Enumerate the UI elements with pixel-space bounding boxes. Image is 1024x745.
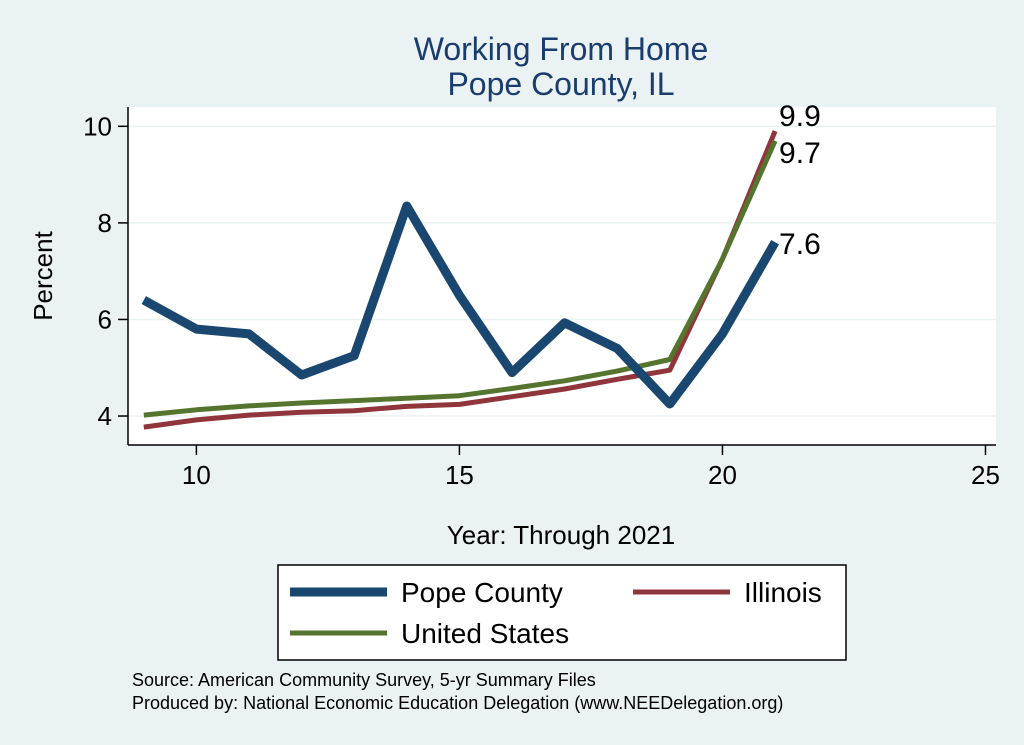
series-line-pope-county — [141, 201, 780, 409]
x-tick-label-10: 10 — [182, 460, 211, 490]
y-tick-label-8: 8 — [98, 208, 112, 238]
legend-label-illinois: Illinois — [744, 577, 822, 608]
legend-box — [277, 564, 847, 661]
x-tick-label-20: 20 — [708, 460, 737, 490]
y-axis-label: Percent — [28, 230, 58, 320]
chart-title-line-2: Pope County, IL — [447, 66, 674, 102]
legend-label-pope-county: Pope County — [401, 577, 563, 608]
chart-title-line-1: Working From Home — [414, 31, 709, 67]
produced-by-note: Produced by: National Economic Education… — [132, 693, 783, 713]
gridlines — [128, 125, 996, 417]
plot-area — [128, 107, 996, 445]
series-line-illinois — [143, 130, 778, 430]
end-label-illinois: 9.9 — [779, 100, 821, 133]
y-tick-label-4: 4 — [98, 401, 112, 431]
y-tick-label-6: 6 — [98, 304, 112, 334]
x-axis-ticks: 10 15 20 25 — [182, 445, 1000, 490]
source-note: Source: American Community Survey, 5-yr … — [132, 670, 596, 690]
end-label-pope-county: 7.6 — [779, 228, 821, 261]
series-line-united-states — [143, 139, 778, 418]
x-tick-label-15: 15 — [445, 460, 474, 490]
end-label-united-states: 9.7 — [779, 137, 821, 170]
legend-label-united-states: United States — [401, 618, 569, 649]
legend: Pope County Illinois United States — [277, 564, 847, 661]
series-lines — [141, 130, 780, 430]
x-axis-label: Year: Through 2021 — [447, 520, 675, 550]
x-tick-label-25: 25 — [971, 460, 1000, 490]
y-tick-label-10: 10 — [83, 111, 112, 141]
end-labels: 7.6 9.9 9.7 — [779, 100, 821, 261]
y-axis-ticks: 4 6 8 10 — [83, 111, 128, 431]
